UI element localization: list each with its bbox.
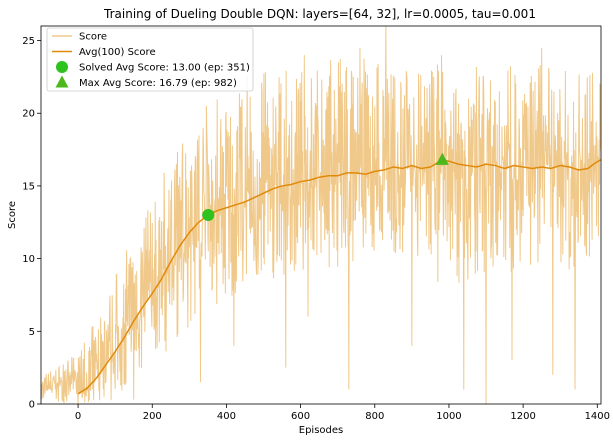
y-tick-label: 0: [29, 400, 35, 411]
x-tick-label: 1000: [436, 411, 461, 422]
x-tick-label: 400: [217, 411, 236, 422]
x-axis-label: Episodes: [299, 425, 343, 436]
y-tick-label: 10: [22, 254, 35, 265]
legend: Score Avg(100) Score Solved Avg Score: 13.…: [46, 27, 254, 92]
avg-score-series-line: [77, 159, 601, 395]
legend-entry-label: Avg(100) Score: [79, 47, 156, 58]
x-tick-label: 800: [365, 411, 384, 422]
x-tick-label: 0: [75, 411, 81, 422]
legend-frame: [46, 27, 254, 92]
legend-circle-swatch: [56, 61, 68, 73]
legend-triangle-swatch: [55, 75, 69, 88]
y-tick-label: 25: [22, 36, 35, 47]
x-tick-label: 600: [291, 411, 310, 422]
x-tick-label: 200: [143, 411, 162, 422]
y-axis-label: Score: [7, 201, 18, 229]
y-axis-ticks: 0 5 10 15 20 25: [22, 36, 41, 411]
score-series-line: [41, 26, 601, 404]
solved-score-marker: [202, 209, 215, 221]
legend-entry-label: Solved Avg Score: 13.00 (ep: 351): [79, 63, 250, 74]
y-tick-label: 5: [29, 327, 35, 338]
x-axis-ticks: 0 200 400 600 800 1000 1200 1400: [75, 404, 610, 422]
y-tick-label: 15: [22, 181, 35, 192]
y-tick-label: 20: [22, 109, 35, 120]
x-tick-label: 1200: [510, 411, 535, 422]
chart-title: Training of Dueling Double DQN: layers=[…: [103, 7, 536, 21]
legend-entry-label: Max Avg Score: 16.79 (ep: 982): [79, 78, 237, 89]
legend-entry-label: Score: [79, 32, 107, 43]
x-tick-label: 1400: [585, 411, 610, 422]
max-score-marker: [435, 152, 449, 165]
plot-area: [41, 26, 601, 404]
plot-frame: [40, 25, 602, 405]
